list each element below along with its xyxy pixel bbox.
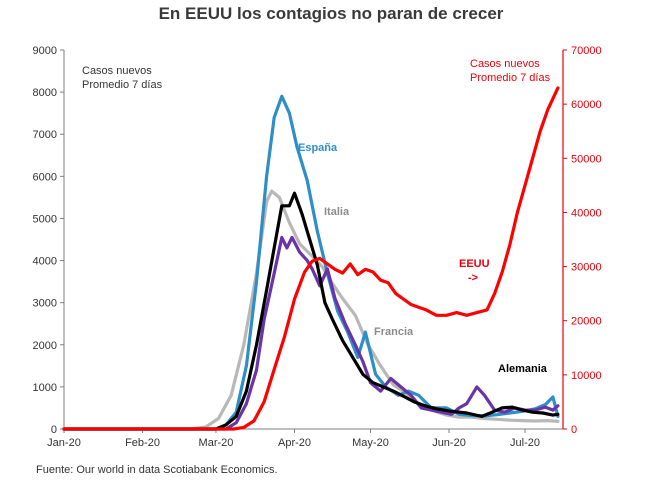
y-right-tick-label: 30000 <box>571 262 602 274</box>
series-line-italia <box>62 189 560 431</box>
label-eeuu: EEUU <box>459 258 490 270</box>
series-line-eeuu <box>62 86 560 431</box>
left-axis-note-line-2: Promedio 7 días <box>82 79 163 91</box>
y-right-tick-label: 70000 <box>571 45 602 57</box>
right-axis-note-line-1: Casos nuevos <box>470 58 540 70</box>
series-line-alemania <box>62 191 560 431</box>
y-left-tick-label: 3000 <box>33 298 57 310</box>
series-line-espana <box>62 94 560 431</box>
y-left-tick-label: 4000 <box>33 256 57 268</box>
source-note: Fuente: Our world in data Scotiabank Eco… <box>36 464 278 476</box>
x-tick-label: Feb-20 <box>125 437 160 449</box>
right-axis-note-line-2: Promedio 7 días <box>470 72 551 84</box>
y-left-tick-label: 2000 <box>33 340 57 352</box>
x-tick-label: Jun-20 <box>432 437 466 449</box>
label-espana: España <box>298 142 338 154</box>
x-tick-label: Apr-20 <box>278 437 311 449</box>
label-francia: Francia <box>374 326 414 338</box>
y-left-tick-label: 8000 <box>33 87 57 99</box>
label-eeuu-arrow: -> <box>468 272 479 284</box>
y-right-tick-label: 0 <box>571 424 577 436</box>
x-tick-label: Jul-20 <box>510 437 540 449</box>
x-tick-label: May-20 <box>352 437 389 449</box>
y-right-tick-label: 60000 <box>571 99 602 111</box>
y-right-tick-label: 10000 <box>571 370 602 382</box>
y-right-tick-label: 40000 <box>571 207 602 219</box>
y-left-tick-label: 1000 <box>33 382 57 394</box>
y-left-tick-label: 5000 <box>33 213 57 225</box>
x-tick-label: Jan-20 <box>47 437 81 449</box>
series-layer <box>62 86 560 431</box>
y-left-tick-label: 7000 <box>33 129 57 141</box>
series-line-francia <box>62 235 560 431</box>
y-left-tick-label: 6000 <box>33 171 57 183</box>
chart-title: En EEUU los contagios no paran de crecer <box>158 4 504 23</box>
right-axis-note: Casos nuevos Promedio 7 días <box>470 57 550 85</box>
left-axis-note: Casos nuevos Promedio 7 días <box>82 64 162 92</box>
label-alemania: Alemania <box>498 363 547 375</box>
y-right-tick-label: 50000 <box>571 153 602 165</box>
x-tick-label: Mar-20 <box>199 437 234 449</box>
left-axis-note-line-1: Casos nuevos <box>82 65 152 77</box>
label-italia: Italia <box>324 206 350 218</box>
y-left-tick-label: 9000 <box>33 45 57 57</box>
axes-layer: 0 1000 2000 3000 4000 5000 6000 7000 8000 9000 0 10… <box>33 45 602 449</box>
y-left-tick-label: 0 <box>51 424 57 436</box>
y-right-tick-label: 20000 <box>571 316 602 328</box>
